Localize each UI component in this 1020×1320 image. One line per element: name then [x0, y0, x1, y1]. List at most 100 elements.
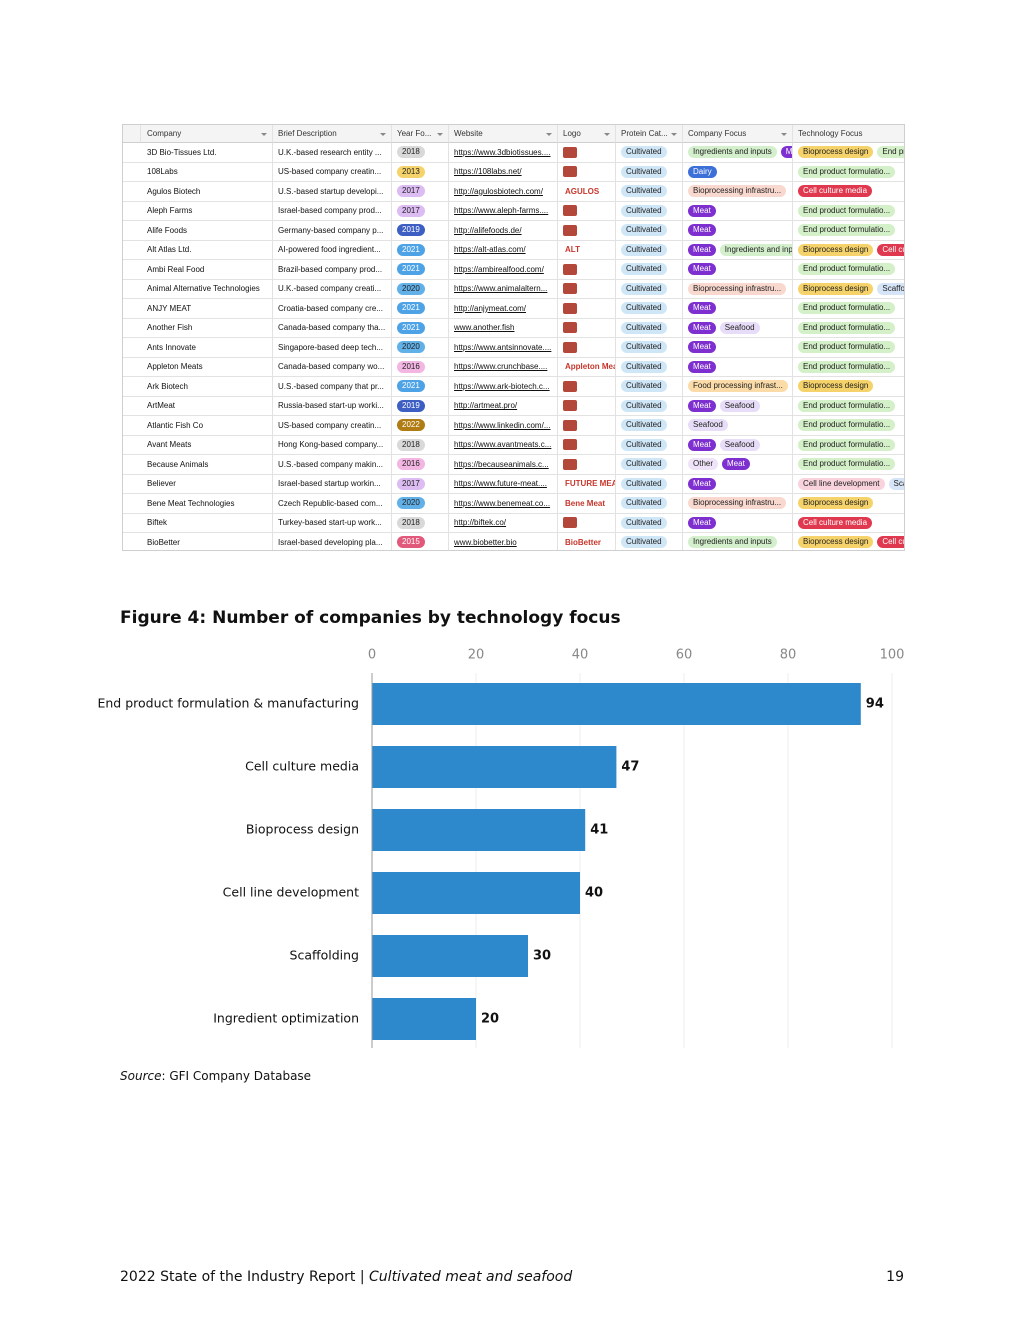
- sort-arrow: [380, 133, 386, 136]
- column-header: Logo: [558, 125, 616, 143]
- table-cell: [558, 221, 616, 241]
- table-cell: Israel-based startup workin...: [273, 474, 392, 494]
- table-cell: https://ambirealfood.com/: [449, 260, 558, 280]
- table-cell: Food processing infrast...: [683, 377, 793, 397]
- description: U.S.-based company that pr...: [278, 381, 384, 391]
- protein-tag: Cultivated: [621, 477, 667, 490]
- row-gutter: [123, 416, 141, 436]
- table-cell: End product formulatio...: [793, 416, 904, 436]
- sort-arrow: [546, 133, 552, 136]
- table-cell: Biftek: [141, 513, 273, 533]
- company-focus-tag: Meat: [688, 204, 716, 217]
- company: Ambi Real Food: [147, 264, 205, 274]
- table-cell: Cultivated: [616, 182, 683, 202]
- table-cell: [558, 338, 616, 358]
- company-focus-tag: Meat: [688, 399, 716, 412]
- logo-text: Appleton Meats: [565, 362, 615, 372]
- table-cell: https://www.crunchbase....: [449, 357, 558, 377]
- logo-image: [563, 517, 577, 529]
- website-link: https://www.linkedin.com/...: [454, 420, 551, 430]
- table-cell: Cell culture media: [793, 182, 904, 202]
- protein-tag: Cultivated: [621, 282, 667, 295]
- year-tag: 2021: [397, 302, 425, 315]
- sort-arrow: [781, 133, 787, 136]
- website-link: http://alifefoods.de/: [454, 225, 522, 235]
- table-cell: Bene Meat Technologies: [141, 494, 273, 514]
- table-cell: Israel-based developing pla...: [273, 533, 392, 550]
- table-cell: ArtMeat: [141, 396, 273, 416]
- table-cell: Cultivated: [616, 279, 683, 299]
- table-cell: https://www.linkedin.com/...: [449, 416, 558, 436]
- table-cell: Cultivated: [616, 416, 683, 436]
- company-focus-tag: Bioprocessing infrastru...: [688, 497, 787, 510]
- y-tick-label: Bioprocess design: [246, 822, 359, 837]
- website-link: https://108labs.net/: [454, 167, 522, 177]
- row-gutter: [123, 280, 141, 299]
- protein-tag: Cultivated: [621, 321, 667, 334]
- table-cell: Agulos Biotech: [141, 182, 273, 202]
- table-cell: http://artmeat.pro/: [449, 396, 558, 416]
- row-gutter: [123, 338, 141, 358]
- year-tag: 2016: [397, 360, 425, 373]
- footer: 2022 State of the Industry Report | Cult…: [120, 1269, 572, 1285]
- tech-focus-tag: Bioprocess design: [798, 497, 874, 510]
- footer-separator: |: [359, 1269, 365, 1285]
- table-cell: 2017: [392, 474, 449, 494]
- protein-tag: Cultivated: [621, 360, 667, 373]
- y-tick-label: Ingredient optimization: [213, 1011, 359, 1026]
- logo-image: [563, 205, 577, 217]
- company-focus-tag: Bioprocessing infrastru...: [688, 282, 787, 295]
- table-cell: Cultivated: [616, 318, 683, 338]
- table-cell: Bioprocess design: [793, 494, 904, 514]
- company-focus-tag: Meat: [688, 438, 716, 451]
- row-gutter: [123, 494, 141, 514]
- table-cell: Cultivated: [616, 494, 683, 514]
- protein-tag: Cultivated: [621, 458, 667, 471]
- company-focus-tag: Meat: [688, 341, 716, 354]
- year-tag: 2021: [397, 243, 425, 256]
- row-gutter: [123, 475, 141, 494]
- website-link: https://www.3dbiotissues....: [454, 147, 551, 157]
- description: U.K.-based company creati...: [278, 284, 382, 294]
- website-link: https://www.aleph-farms....: [454, 206, 549, 216]
- table-cell: Canada-based company tha...: [273, 318, 392, 338]
- row-gutter: [123, 143, 141, 163]
- logo-image: [563, 263, 577, 275]
- table-cell: Avant Meats: [141, 435, 273, 455]
- company-focus-tag: Meat: [688, 321, 716, 334]
- row-gutter: [123, 358, 141, 377]
- column-header-text: Technology Focus: [798, 129, 863, 138]
- table-cell: Czech Republic-based com...: [273, 494, 392, 514]
- table-cell: Bioprocessing infrastru...: [683, 494, 793, 514]
- protein-tag: Cultivated: [621, 497, 667, 510]
- x-tick-label: 60: [676, 648, 693, 663]
- table-cell: Cultivated: [616, 221, 683, 241]
- column-header-text: Company Focus: [688, 129, 747, 138]
- y-tick-label: Scaffolding: [290, 948, 359, 963]
- table-cell: Meat: [683, 299, 793, 319]
- tech-focus-tag: Cell culture media: [798, 516, 873, 529]
- table-cell: Ambi Real Food: [141, 260, 273, 280]
- tech-focus-tag: Cell line development: [798, 477, 885, 490]
- bar: [372, 998, 476, 1040]
- company-focus-tag: Meat: [688, 243, 716, 256]
- description: Turkey-based start-up work...: [278, 518, 382, 528]
- sort-arrow: [261, 133, 267, 136]
- table-cell: https://becauseanimals.c...: [449, 455, 558, 475]
- table-cell: Meat: [683, 474, 793, 494]
- table-cell: https://www.aleph-farms....: [449, 201, 558, 221]
- row-gutter: [123, 377, 141, 397]
- table-cell: Meat Ingredients and inp: [683, 240, 793, 260]
- company: Another Fish: [147, 323, 193, 333]
- year-tag: 2018: [397, 146, 425, 159]
- company-focus-tag: Meat: [688, 263, 716, 276]
- sort-arrow: [437, 133, 443, 136]
- protein-tag: Cultivated: [621, 165, 667, 178]
- table-cell: Germany-based company p...: [273, 221, 392, 241]
- table-cell: https://alt-atlas.com/: [449, 240, 558, 260]
- tech-focus-tag: Cell cu: [877, 243, 904, 256]
- row-gutter: [123, 319, 141, 338]
- table-cell: End product formulatio...: [793, 260, 904, 280]
- company-focus-tag: Meat: [688, 477, 716, 490]
- table-cell: 2016: [392, 455, 449, 475]
